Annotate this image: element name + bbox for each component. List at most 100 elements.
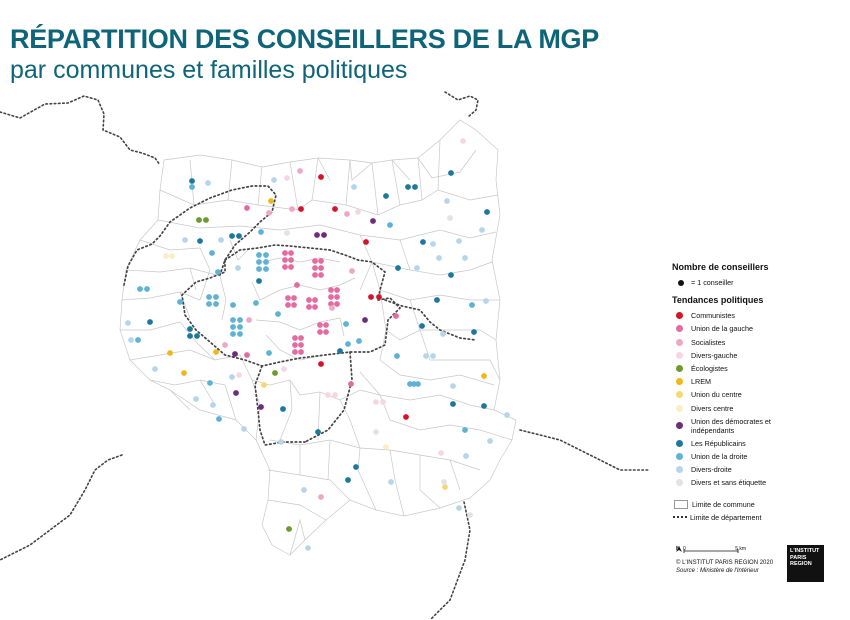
council-dot xyxy=(292,335,298,341)
council-dot xyxy=(236,233,242,239)
council-dot xyxy=(218,237,224,243)
council-dot xyxy=(442,484,448,490)
council-dot xyxy=(467,512,473,518)
council-dot xyxy=(297,168,303,174)
council-dot xyxy=(237,324,243,330)
council-dot xyxy=(460,138,466,144)
legend-item: Communistes xyxy=(672,309,842,322)
council-dot xyxy=(163,253,169,259)
council-dot xyxy=(312,258,318,264)
council-dot xyxy=(440,331,446,337)
council-dot xyxy=(213,294,219,300)
council-dot xyxy=(318,265,324,271)
council-dot xyxy=(370,218,376,224)
legend-label: Union de la droite xyxy=(691,451,748,461)
legend-label: Divers centre xyxy=(691,403,734,413)
council-dot xyxy=(383,444,389,450)
council-dot xyxy=(261,382,267,388)
council-dot xyxy=(135,337,141,343)
council-dot xyxy=(368,294,374,300)
council-dot xyxy=(189,178,195,184)
council-dot xyxy=(272,370,278,376)
council-dot xyxy=(187,333,193,339)
council-dot xyxy=(253,300,259,306)
council-dot xyxy=(345,341,351,347)
council-dot xyxy=(275,311,281,317)
council-dot xyxy=(504,412,510,418)
legend-label: Union du centre xyxy=(691,390,742,400)
council-dot xyxy=(298,206,304,212)
department-limit-label: Limite de département xyxy=(690,512,762,522)
council-dot xyxy=(230,331,236,337)
council-dot xyxy=(462,427,468,433)
council-dot xyxy=(285,302,291,308)
council-dot xyxy=(318,174,324,180)
council-dot xyxy=(450,401,456,407)
council-dot xyxy=(233,390,239,396)
council-dot xyxy=(420,239,426,245)
council-dot xyxy=(348,381,354,387)
legend-item: Union de la droite xyxy=(672,450,842,463)
legend-tendances-heading: Tendances politiques xyxy=(672,295,764,306)
council-dot xyxy=(344,211,350,217)
legend-label: Les Républicains xyxy=(691,438,746,448)
legend-count-dot xyxy=(678,280,684,286)
scale-labels: N 0 5 km xyxy=(676,546,746,552)
council-dot xyxy=(312,272,318,278)
council-dot xyxy=(285,295,291,301)
council-dot xyxy=(328,287,334,293)
council-dot xyxy=(266,210,272,216)
council-dot xyxy=(456,505,462,511)
council-dot xyxy=(312,304,318,310)
council-dot xyxy=(291,295,297,301)
council-dot xyxy=(434,297,440,303)
council-dot xyxy=(256,252,262,258)
legend-item: Divers et sans étiquette xyxy=(672,476,842,489)
council-dot xyxy=(483,298,489,304)
council-dot xyxy=(329,305,335,311)
council-dot xyxy=(323,329,329,335)
council-dot xyxy=(281,366,287,372)
council-dot xyxy=(471,329,477,335)
legend-item: Union de la gauche xyxy=(672,322,842,335)
council-dot xyxy=(355,209,361,215)
council-dot xyxy=(456,238,462,244)
scale-bar xyxy=(683,549,739,553)
council-dot xyxy=(323,322,329,328)
council-dot xyxy=(481,373,487,379)
council-dot xyxy=(349,268,355,274)
council-dot xyxy=(278,439,284,445)
north-arrow-icon xyxy=(676,546,682,552)
council-dot xyxy=(280,406,286,412)
council-dot xyxy=(205,180,211,186)
council-dot xyxy=(203,217,209,223)
legend-label: Communistes xyxy=(691,311,735,321)
logo-line-2: PARIS xyxy=(790,554,807,561)
copyright: © L'INSTITUT PARIS REGION 2020 xyxy=(676,560,774,566)
council-dot xyxy=(345,477,351,483)
council-dot xyxy=(395,265,401,271)
council-dot xyxy=(209,250,215,256)
legend-tendances-list: Communistes Union de la gauche Socialistes… xyxy=(672,309,842,489)
legend-item: Divers-gauche xyxy=(672,349,842,362)
legend-count-heading: Nombre de conseillers xyxy=(672,262,769,272)
council-dot xyxy=(197,238,203,244)
legend-item: Union du centre xyxy=(672,388,842,401)
commune-limit-swatch xyxy=(674,499,688,509)
council-dot xyxy=(282,257,288,263)
council-dot xyxy=(334,301,340,307)
council-dot xyxy=(284,175,290,181)
council-dot xyxy=(288,250,294,256)
council-dot xyxy=(298,335,304,341)
council-dot xyxy=(229,233,235,239)
council-dot xyxy=(405,184,411,190)
council-dot xyxy=(447,215,453,221)
council-dot xyxy=(258,229,264,235)
legend-label: Socialistes xyxy=(691,337,726,347)
council-dot xyxy=(332,206,338,212)
council-dot xyxy=(246,317,252,323)
council-dot xyxy=(334,294,340,300)
scale-zero: 0 xyxy=(683,546,686,552)
council-dot xyxy=(438,450,444,456)
legend-commune-limit: Limite de commune xyxy=(672,497,842,510)
